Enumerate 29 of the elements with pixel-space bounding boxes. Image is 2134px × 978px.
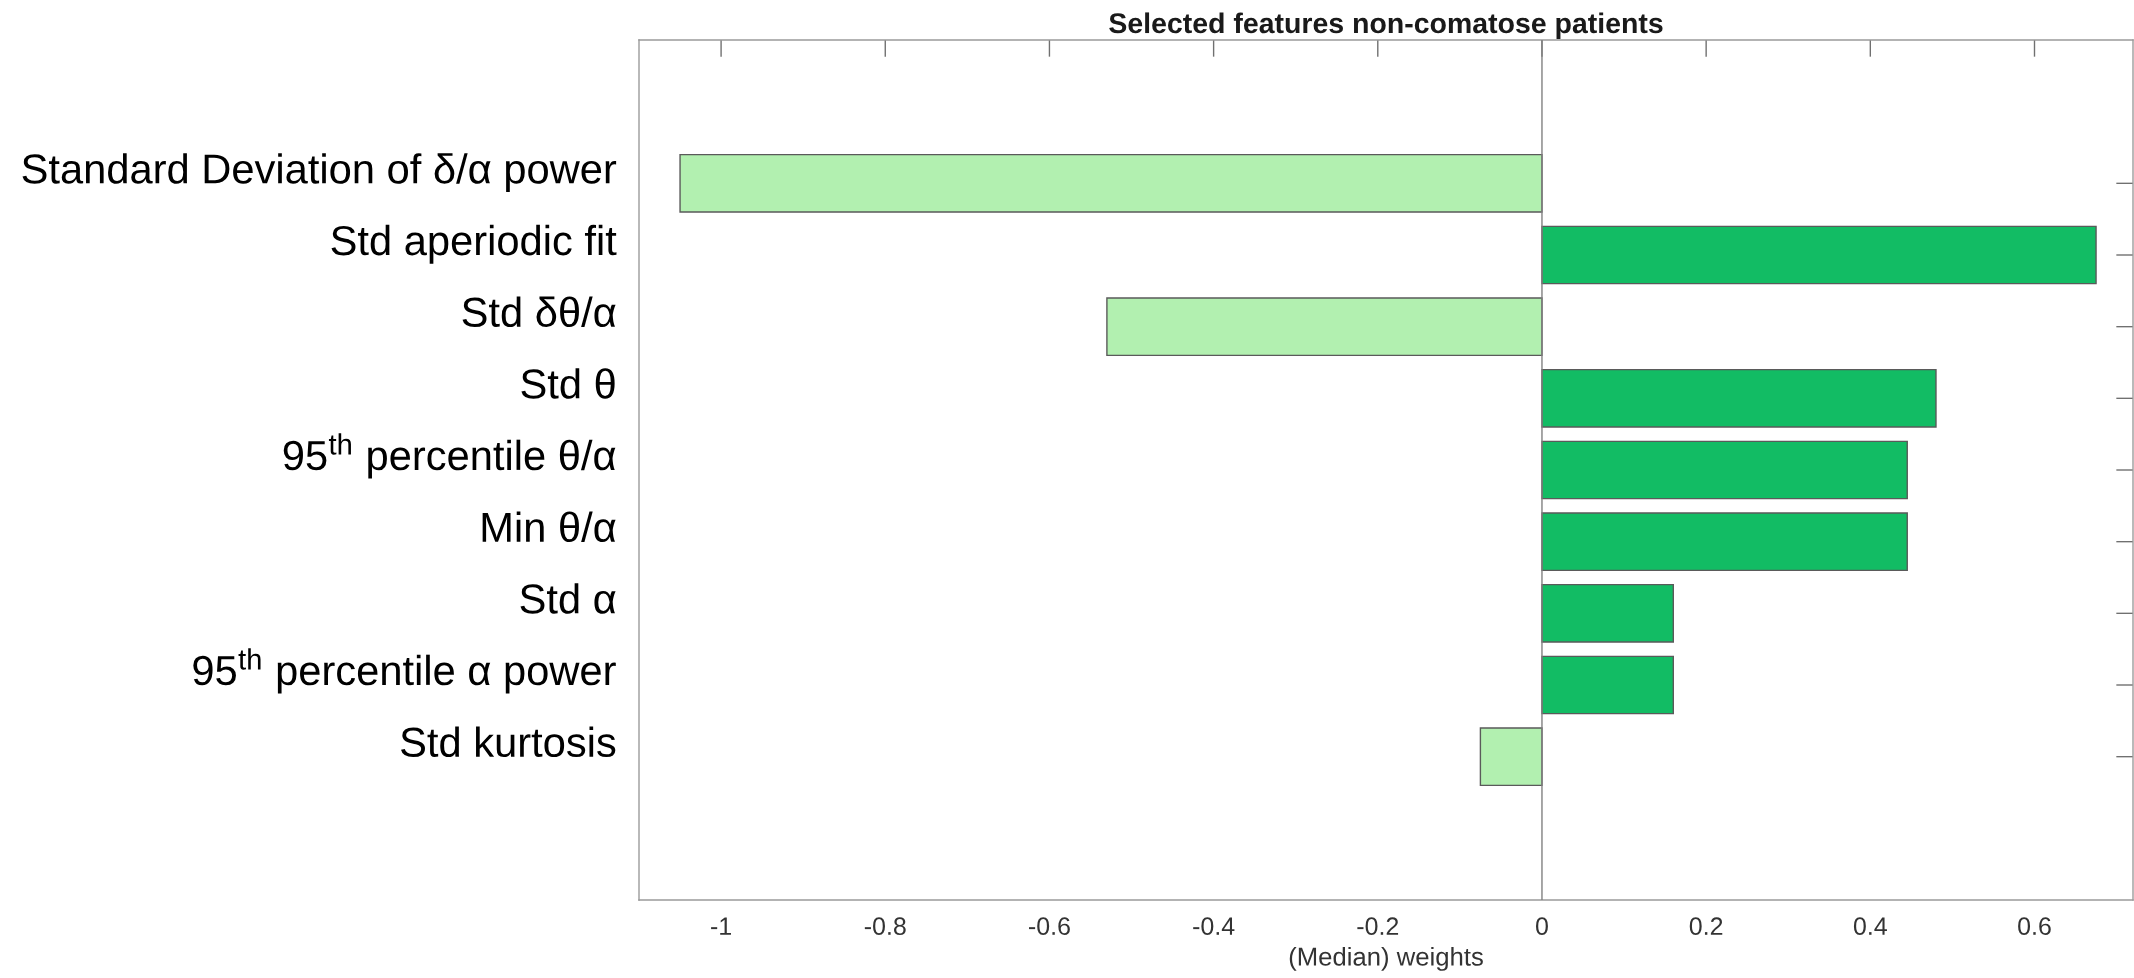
y-tick-label: Std α <box>520 583 616 614</box>
chart-title: Selected features non-comatose patients <box>1109 12 1663 39</box>
bar <box>1106 297 1543 357</box>
x-tick-label: -0.4 <box>1193 917 1235 936</box>
bar <box>1541 225 2097 285</box>
x-tick-label: -0.8 <box>864 917 906 936</box>
y-tick-label: Std aperiodic fit <box>331 224 617 264</box>
y-tick-label: Std θ <box>521 368 615 399</box>
x-tick-label: -0.6 <box>1029 917 1070 936</box>
x-tick-label: 0 <box>1535 917 1548 936</box>
x-tick-label: 0.4 <box>1853 917 1887 936</box>
x-tick-label: -1 <box>711 917 731 935</box>
y-tick-label: 95$^{th}$ percentile α power <box>193 648 616 694</box>
y-tick-label: Std kurtosis <box>401 726 616 758</box>
x-tick-label: 0.2 <box>1689 917 1723 936</box>
bar <box>679 153 1543 213</box>
y-tick-label: Std δθ/α <box>462 296 616 328</box>
bar <box>1541 655 1675 715</box>
y-tick-label: 95$^{th}$ percentile θ/α <box>283 433 616 479</box>
bar <box>1541 368 1937 428</box>
bar <box>1541 440 1908 500</box>
y-tick-label: Min θ/α <box>482 511 616 543</box>
x-axis-title: (Median) weights <box>1289 946 1483 971</box>
y-tick-label: Standard Deviation of δ/α power <box>22 153 617 192</box>
bar <box>1541 583 1675 643</box>
x-tick-label: -0.2 <box>1357 917 1399 936</box>
bar <box>1479 727 1543 787</box>
x-tick-label: 0.6 <box>2018 917 2051 936</box>
bar <box>1541 512 1908 572</box>
